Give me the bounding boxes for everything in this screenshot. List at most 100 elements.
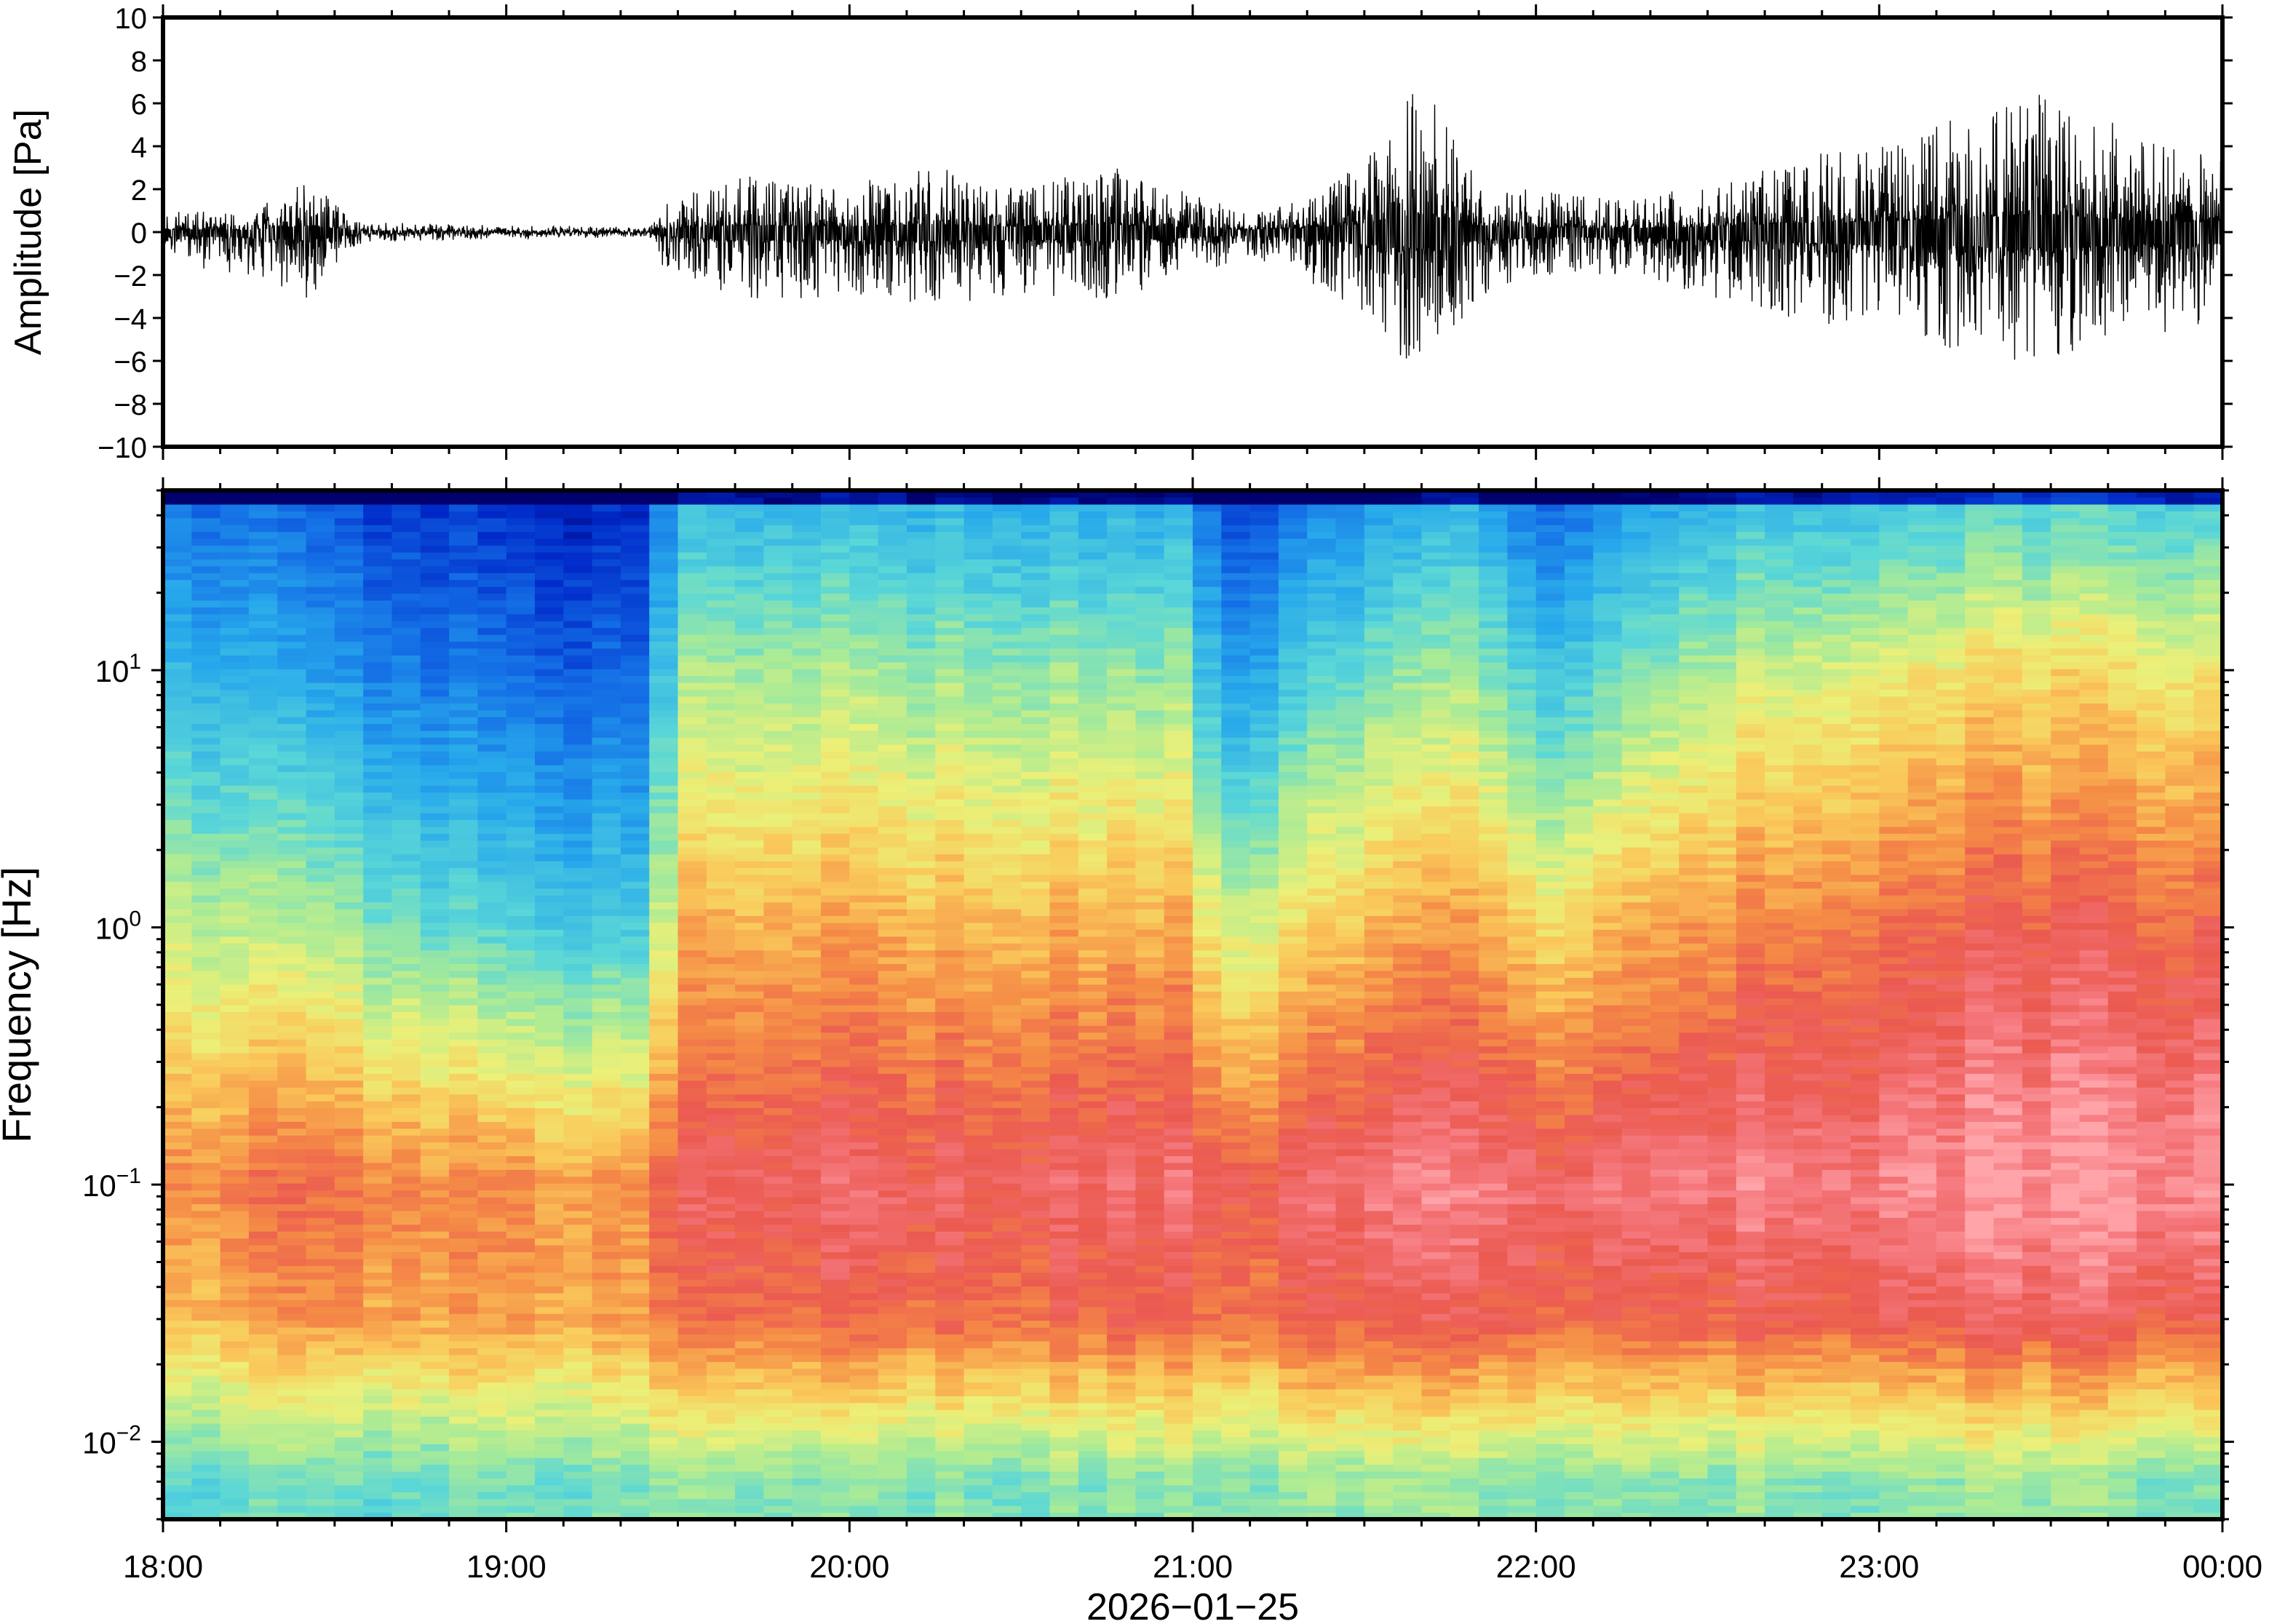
waveform-y-tick-label: −10 (98, 432, 147, 464)
spectrogram-cell (706, 497, 736, 505)
spectrogram-cell (163, 1155, 192, 1163)
spectrogram-cell (163, 1286, 192, 1294)
spectrogram-cell (220, 813, 250, 821)
spectrogram-cell (1078, 1354, 1108, 1362)
spectrogram-cell (248, 1382, 278, 1390)
spectrogram-cell (763, 517, 793, 525)
spectrogram-cell (306, 1361, 335, 1369)
spectrogram-cell (849, 840, 879, 848)
spectrogram-cell (906, 833, 936, 841)
spectrogram-cell (763, 511, 793, 519)
spectrogram-cell (506, 1396, 536, 1404)
spectrogram-cell (620, 991, 650, 999)
spectrogram-cell (906, 950, 936, 958)
spectrogram-cell (334, 586, 364, 594)
spectrogram-cell (849, 1272, 879, 1280)
spectrogram-cell (735, 929, 765, 937)
spectrogram-cell (1078, 1444, 1108, 1452)
spectrogram-cell (735, 1265, 765, 1273)
spectrogram-cell (277, 689, 307, 697)
spectrogram-cell (1021, 503, 1051, 512)
spectrogram-cell (935, 517, 965, 525)
spectrogram-cell (277, 1361, 307, 1369)
spectrogram-cell (821, 1258, 850, 1266)
spectrogram-cell (592, 641, 621, 649)
spectrogram-cell (248, 1354, 278, 1362)
spectrogram-cell (449, 737, 478, 745)
spectrogram-cell (449, 669, 478, 677)
spectrogram-cell (334, 1155, 364, 1163)
spectrogram-cell (363, 957, 393, 965)
spectrogram-cell (248, 1478, 278, 1486)
spectrogram-cell (449, 867, 478, 875)
spectrogram-cell (277, 600, 307, 608)
spectrogram-cell (363, 805, 393, 813)
spectrogram-cell (306, 552, 335, 560)
spectrogram-cell (792, 593, 822, 601)
spectrogram-cell (763, 901, 793, 909)
spectrogram-cell (277, 1025, 307, 1033)
spectrogram-cell (992, 1011, 1022, 1019)
spectrogram-cell (1078, 1327, 1108, 1335)
spectrogram-cell (878, 895, 907, 903)
spectrogram-cell (792, 1388, 822, 1396)
spectrogram-cell (220, 1444, 250, 1452)
spectrogram-cell (477, 1244, 507, 1252)
spectrogram-cell (992, 813, 1022, 821)
spectrogram-cell (935, 1354, 965, 1362)
spectrogram-cell (334, 1450, 364, 1458)
spectrogram-cell (506, 778, 536, 786)
spectrogram-cell (248, 621, 278, 629)
spectrogram-cell (306, 888, 335, 896)
spectrogram-cell (277, 765, 307, 773)
spectrogram-cell (677, 901, 707, 909)
spectrogram-cell (363, 1142, 393, 1150)
spectrogram-cell (1049, 1498, 1079, 1506)
spectrogram-cell (220, 936, 250, 944)
spectrogram-cell (821, 1430, 850, 1438)
spectrogram-cell (563, 799, 593, 807)
spectrogram-cell (935, 1190, 965, 1198)
spectrogram-cell (763, 565, 793, 573)
spectrogram-cell (220, 723, 250, 731)
spectrogram-cell (334, 627, 364, 635)
spectrogram-cell (735, 730, 765, 738)
spectrogram-cell (363, 1018, 393, 1026)
spectrogram-cell (792, 874, 822, 882)
spectrogram-cell (677, 613, 707, 621)
spectrogram-cell (563, 696, 593, 704)
spectrogram-cell (306, 1251, 335, 1259)
spectrogram-cell (677, 607, 707, 615)
spectrogram-cell (191, 1025, 221, 1033)
spectrogram-cell (620, 867, 650, 875)
spectrogram-cell (620, 847, 650, 855)
spectrogram-cell (735, 1498, 765, 1506)
spectrogram-cell (906, 559, 936, 567)
spectrogram-cell (878, 517, 907, 525)
spectrogram-cell (620, 1244, 650, 1252)
spectrogram-cell (449, 648, 478, 656)
spectrogram-cell (220, 943, 250, 951)
spectrogram-cell (334, 853, 364, 861)
spectrogram-cell (992, 613, 1022, 621)
spectrogram-cell (420, 847, 450, 855)
spectrogram-cell (935, 675, 965, 683)
spectrogram-cell (792, 1073, 822, 1081)
spectrogram-cell (277, 538, 307, 546)
spectrogram-cell (563, 613, 593, 621)
spectrogram-cell (220, 1046, 250, 1054)
spectrogram-cell (649, 1409, 679, 1417)
spectrogram-cell (992, 1224, 1022, 1232)
spectrogram-cell (449, 1162, 478, 1170)
spectrogram-cell (449, 1121, 478, 1129)
spectrogram-cell (477, 744, 507, 752)
spectrogram-cell (506, 813, 536, 821)
spectrogram-cell (420, 1148, 450, 1156)
spectrogram-cell (821, 1087, 850, 1095)
spectrogram-cell (534, 1258, 564, 1266)
spectrogram-cell (363, 1340, 393, 1348)
spectrogram-cell (306, 1176, 335, 1184)
spectrogram-cell (963, 579, 993, 587)
spectrogram-cell (763, 922, 793, 930)
